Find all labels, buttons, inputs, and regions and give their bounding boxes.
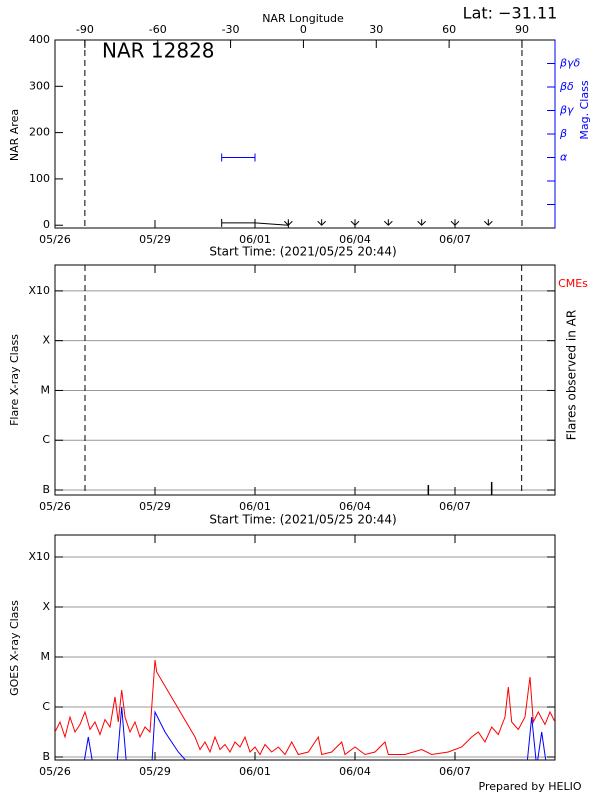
x-tick-label: 05/29	[139, 765, 171, 778]
y-tick-label: X10	[28, 550, 50, 563]
series-line	[83, 706, 547, 760]
y-label: Flare X-ray Class	[8, 334, 21, 426]
y2-tick-label: βγδ	[559, 57, 581, 70]
arrow-marker	[483, 219, 493, 226]
y2-tick-label: α	[560, 151, 568, 164]
x-label: Start Time: (2021/05/25 20:44)	[209, 513, 396, 527]
chart-title: NAR 12828	[102, 39, 215, 63]
y2-tick-label: βδ	[559, 80, 574, 93]
latitude: Lat: −31.11	[463, 4, 558, 23]
x-tick-label: 05/26	[39, 500, 71, 513]
y2-label: Mag. Class	[578, 80, 591, 139]
cme-legend: CMEs	[558, 277, 588, 290]
y-tick-label: C	[42, 700, 50, 713]
x2-tick-label: 0	[300, 23, 307, 36]
y-tick-label: B	[42, 483, 50, 496]
y2-tick-label: β	[559, 127, 567, 140]
x-tick-label: 06/04	[339, 233, 371, 246]
y2-tick-label: βγ	[559, 104, 574, 117]
x-tick-label: 06/07	[439, 765, 471, 778]
arrow-marker	[317, 219, 327, 226]
plot-area	[55, 659, 555, 760]
plot-frame	[54, 39, 556, 229]
y-label: NAR Area	[8, 109, 21, 161]
arrow-marker	[417, 219, 427, 226]
y-tick-label: M	[41, 383, 51, 396]
plot-area	[221, 153, 493, 228]
footer: Prepared by HELIO	[479, 780, 582, 793]
x-label: Start Time: (2021/05/25 20:44)	[209, 245, 396, 259]
y-tick-label: C	[42, 433, 50, 446]
x2-tick-label: 30	[369, 23, 383, 36]
x2-tick-label: -60	[149, 23, 167, 36]
y-tick-label: B	[42, 750, 50, 763]
x-tick-label: 05/26	[39, 765, 71, 778]
x-tick-label: 06/04	[339, 765, 371, 778]
y-tick-label: 0	[43, 218, 50, 231]
y-tick-label: X	[42, 334, 50, 347]
plot-frame	[54, 264, 556, 496]
x-tick-label: 06/04	[339, 500, 371, 513]
series-line	[55, 659, 555, 756]
x-tick-label: 06/01	[239, 500, 271, 513]
y2-label: Flares observed in AR	[565, 310, 579, 440]
x2-label: NAR Longitude	[262, 12, 344, 25]
x2-tick-label: 60	[442, 23, 456, 36]
x2-tick-label: -30	[222, 23, 240, 36]
x-tick-label: 05/29	[139, 500, 171, 513]
y-tick-label: 400	[29, 33, 50, 46]
arrow-marker	[283, 219, 293, 226]
x-tick-label: 06/07	[439, 500, 471, 513]
x-tick-label: 06/07	[439, 233, 471, 246]
x-tick-label: 06/01	[239, 765, 271, 778]
x-tick-label: 05/26	[39, 233, 71, 246]
y-label: GOES X-ray Class	[8, 600, 21, 696]
arrow-marker	[450, 219, 460, 226]
plot-frame	[54, 534, 556, 761]
y-tick-label: M	[41, 650, 51, 663]
y-tick-label: X10	[28, 284, 50, 297]
y-tick-label: 100	[29, 172, 50, 185]
arrow-marker	[350, 219, 360, 226]
x2-tick-label: -90	[76, 23, 94, 36]
x-tick-label: 06/01	[239, 233, 271, 246]
x-tick-label: 05/29	[139, 233, 171, 246]
arrow-marker	[383, 219, 393, 226]
plot-area	[427, 482, 493, 495]
x2-tick-label: 90	[515, 23, 529, 36]
y-tick-label: 300	[29, 79, 50, 92]
y-tick-label: 200	[29, 126, 50, 139]
y-tick-label: X	[42, 600, 50, 613]
